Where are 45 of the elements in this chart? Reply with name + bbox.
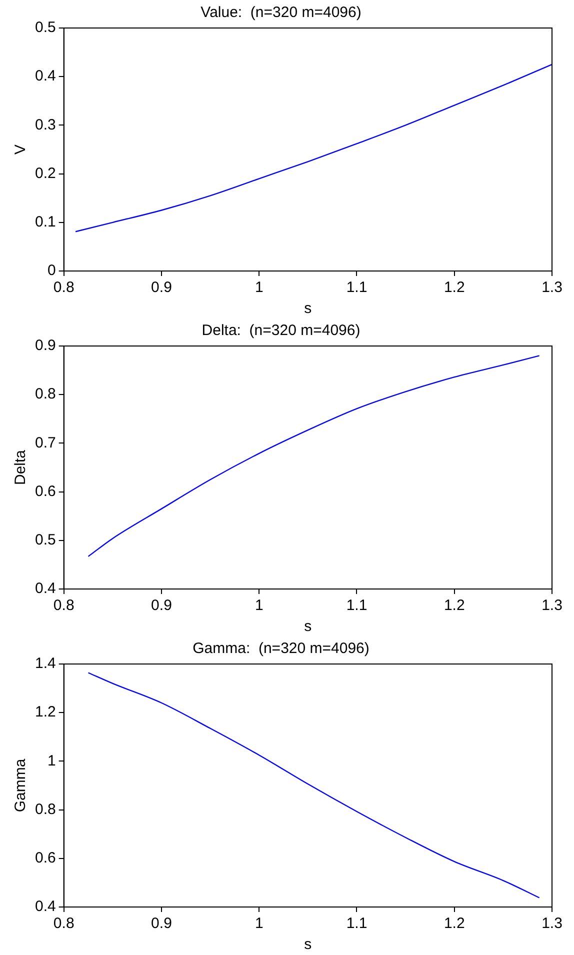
x-tick-label: 0.9 xyxy=(151,279,172,296)
y-tick-label: 1 xyxy=(48,752,56,770)
y-tick-label: 0.4 xyxy=(34,68,56,85)
y-tick-label: 0.6 xyxy=(34,850,56,867)
x-tick-label: 1.3 xyxy=(542,915,562,932)
x-tick-label: 0.9 xyxy=(151,597,172,614)
y-axis-title: Delta xyxy=(12,449,30,486)
y-tick-label: 0.6 xyxy=(34,482,56,500)
y-tick-label: 0.8 xyxy=(34,386,56,403)
x-tick-label: 1.2 xyxy=(444,279,465,296)
y-tick-label: 0.5 xyxy=(34,19,56,36)
y-axis-title: Gamma xyxy=(12,758,30,812)
x-tick-label: 1.2 xyxy=(444,597,465,614)
y-tick-label: 0.4 xyxy=(34,580,56,598)
y-tick-label: 1.2 xyxy=(34,704,56,721)
x-axis-title: s xyxy=(304,300,312,318)
line-series xyxy=(88,672,540,898)
x-tick-label: 1.3 xyxy=(542,597,562,614)
y-tick-label: 0.4 xyxy=(34,898,56,916)
y-tick-label: 0.1 xyxy=(34,214,56,231)
line-series xyxy=(74,64,552,232)
x-tick-label: 1 xyxy=(254,915,264,932)
y-tick-label: 0.9 xyxy=(34,337,56,354)
y-tick-label: 0.5 xyxy=(34,532,56,549)
x-tick-label: 1.1 xyxy=(346,279,368,296)
y-tick-label: 0.7 xyxy=(34,434,56,452)
y-tick-label: 1.4 xyxy=(34,655,56,672)
x-tick-label: 0.9 xyxy=(151,915,172,932)
y-axis-title: V xyxy=(12,144,30,155)
chart-title: Gamma: (n=320 m=4096) xyxy=(192,640,370,658)
y-tick-label: 0.3 xyxy=(34,116,56,134)
line-series xyxy=(88,355,540,558)
y-tick-label: 0.8 xyxy=(34,800,56,818)
y-tick-label: 0.2 xyxy=(34,164,56,182)
x-tick-label: 1 xyxy=(254,597,264,614)
chart-title: Value: (n=320 m=4096) xyxy=(200,4,362,22)
x-tick-label: 1 xyxy=(254,279,264,296)
x-tick-label: 1.3 xyxy=(542,279,562,296)
x-tick-label: 1.1 xyxy=(346,597,368,614)
x-tick-label: 1.1 xyxy=(346,915,368,932)
x-axis-title: s xyxy=(304,618,312,636)
y-tick-label: 0 xyxy=(48,262,56,280)
chart-title: Delta: (n=320 m=4096) xyxy=(202,322,360,340)
x-axis-title: s xyxy=(304,936,312,954)
x-tick-label: 1.2 xyxy=(444,915,465,932)
